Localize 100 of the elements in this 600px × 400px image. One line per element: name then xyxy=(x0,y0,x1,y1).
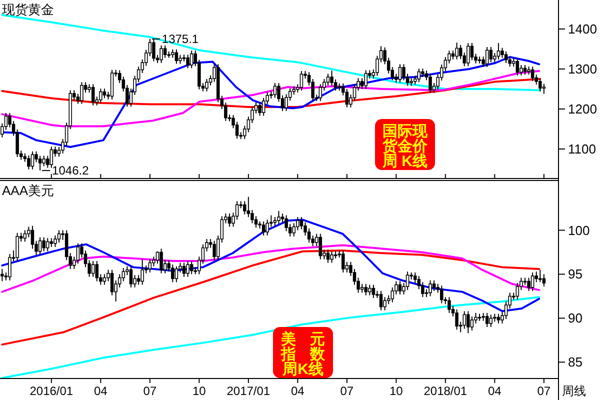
candlestick xyxy=(91,84,95,106)
candlestick xyxy=(122,268,126,282)
candlestick xyxy=(542,274,546,288)
candlestick xyxy=(46,238,50,252)
candlestick xyxy=(307,228,311,244)
candlestick xyxy=(91,260,95,278)
x-tick-label: 2017/01 xyxy=(226,384,270,398)
annotation: 1046.2 xyxy=(52,164,90,178)
candlestick xyxy=(342,250,345,273)
candlestick xyxy=(455,308,458,330)
candlestick xyxy=(110,269,114,296)
line-series xyxy=(1,78,542,108)
candlestick xyxy=(466,310,470,334)
candlestick xyxy=(485,46,489,68)
line-series xyxy=(1,296,540,378)
candlestick xyxy=(186,260,190,278)
x-tick-label: 10 xyxy=(192,384,206,398)
candlestick xyxy=(466,42,470,67)
candlestick xyxy=(30,225,34,250)
y-tick-label: 1200 xyxy=(568,102,597,116)
candlestick xyxy=(398,280,402,295)
candlestick xyxy=(182,262,186,278)
x-tick-label: 2018/01 xyxy=(424,384,468,398)
candlestick xyxy=(27,154,30,170)
candlestick xyxy=(273,82,277,98)
candlestick xyxy=(266,219,269,236)
annotation: 美元指数周K线 xyxy=(280,330,326,378)
y-tick-label: 90 xyxy=(568,310,582,326)
candlestick xyxy=(530,66,534,82)
candlestick xyxy=(148,258,152,273)
candlestick xyxy=(538,78,542,92)
candlestick xyxy=(42,236,46,252)
candlestick xyxy=(440,285,444,304)
candlestick xyxy=(174,266,178,283)
candlestick xyxy=(504,50,508,64)
line-series xyxy=(1,249,540,346)
candlestick xyxy=(99,88,102,104)
y-tick-label: 85 xyxy=(568,354,582,370)
candlestick xyxy=(530,272,534,292)
candlestick xyxy=(527,277,530,292)
candlestick xyxy=(102,88,106,99)
line-series xyxy=(1,244,540,293)
candlestick xyxy=(190,50,194,69)
candlestick xyxy=(262,220,266,236)
y-tick-label: 1100 xyxy=(568,142,596,156)
candlestick xyxy=(364,283,368,296)
candlestick xyxy=(212,240,216,261)
candlestick xyxy=(458,44,462,60)
candlestick xyxy=(50,146,54,168)
candlestick xyxy=(470,316,474,332)
candlestick xyxy=(398,64,402,84)
candlestick xyxy=(383,296,386,311)
candlestick xyxy=(277,210,280,225)
chart-title: AAA美元 xyxy=(2,183,54,198)
candlestick xyxy=(470,42,474,61)
candlestick xyxy=(326,249,330,264)
candlestick xyxy=(171,264,174,283)
candlestick xyxy=(205,78,208,92)
candlestick xyxy=(110,69,114,100)
candlestick xyxy=(330,70,334,86)
candlestick xyxy=(462,310,466,330)
candlestick xyxy=(485,312,489,328)
candlestick xyxy=(38,236,42,256)
candlestick xyxy=(379,290,383,311)
y-tick-label: 1300 xyxy=(568,62,597,76)
x-tick-label: 04 xyxy=(488,384,502,398)
y-tick-label: 1400 xyxy=(568,22,597,36)
candlestick xyxy=(140,258,144,286)
candlestick xyxy=(186,54,190,69)
x-tick-label: 2016/01 xyxy=(30,384,74,398)
candlestick xyxy=(455,42,458,60)
candlestick xyxy=(16,232,19,262)
candlestick xyxy=(538,269,542,283)
x-tick-label: 10 xyxy=(389,384,404,398)
candlestick xyxy=(496,42,500,60)
candlestick xyxy=(300,70,304,92)
candlestick xyxy=(258,102,262,116)
candlestick xyxy=(57,230,61,244)
y-tick-label: 95 xyxy=(568,266,582,282)
candlestick xyxy=(352,268,356,286)
candlestick xyxy=(496,313,500,324)
candlestick xyxy=(345,88,349,108)
candlestick xyxy=(326,73,330,86)
candlestick xyxy=(76,242,80,264)
candlestick xyxy=(228,213,232,228)
candlestick xyxy=(0,268,4,282)
y-tick-label: 100 xyxy=(568,222,590,238)
x-tick-label: 04 xyxy=(94,384,108,398)
candlestick xyxy=(406,271,410,291)
candlestick xyxy=(489,314,493,328)
candlestick xyxy=(523,64,527,76)
line-series xyxy=(1,218,540,312)
candlestick xyxy=(318,233,322,260)
x-tick-label: 04 xyxy=(290,384,305,398)
annotation: 1375.1 xyxy=(162,32,199,46)
candlestick xyxy=(428,280,432,297)
candlestick xyxy=(417,68,421,83)
annotation: 国际现货金价周 K线 xyxy=(382,123,428,170)
candlestick xyxy=(368,284,372,296)
candlestick xyxy=(489,46,493,63)
